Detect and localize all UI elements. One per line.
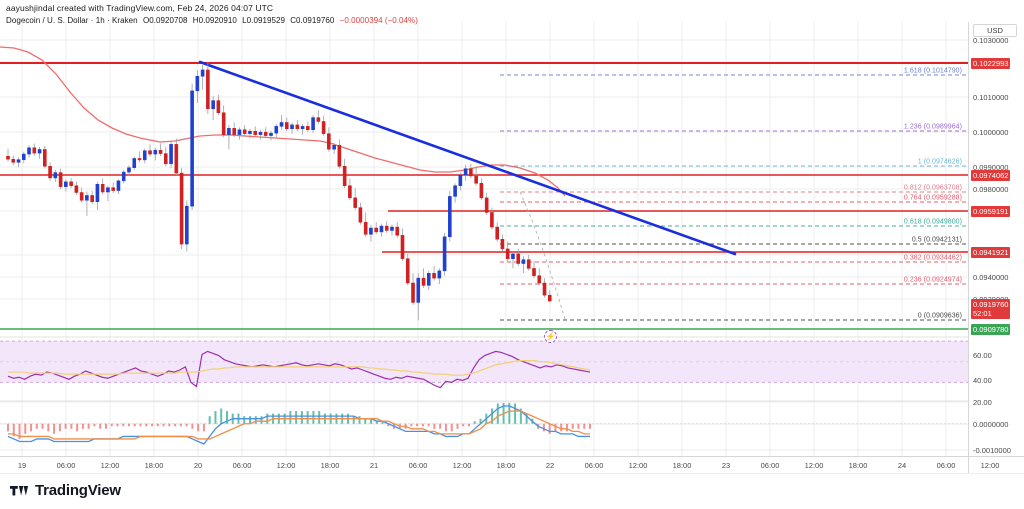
price-badge[interactable]: 0.0909780 — [971, 324, 1011, 335]
price-tick-label: 0.0000000 — [973, 420, 1009, 429]
price-badge-value: 0.0959191 — [973, 207, 1009, 216]
price-badge-value: 0.0909780 — [973, 325, 1009, 334]
price-pane[interactable] — [0, 22, 968, 337]
time-tick-label: 18:00 — [144, 461, 164, 470]
time-tick-label: 12:00 — [100, 461, 120, 470]
time-tick-label: 18:00 — [320, 461, 340, 470]
time-tick-label: 06:00 — [760, 461, 780, 470]
price-badge[interactable]: 0.0941921 — [971, 247, 1011, 258]
fib-level-label: 0.812 (0.0963708) — [903, 184, 962, 192]
legend-close: C0.0919760 — [290, 16, 335, 25]
chart-plot-area[interactable]: 1.618 (0.1014790) 1.236 (0.0989964) 1 (0.0… — [0, 22, 968, 456]
time-tick-label: 12:00 — [980, 461, 1000, 470]
time-tick-label: 06:00 — [936, 461, 956, 470]
price-badge[interactable]: 0.0959191 — [971, 206, 1011, 217]
price-tick-label: 0.0940000 — [973, 273, 1009, 282]
time-tick-label: 18:00 — [496, 461, 516, 470]
legend-symbol[interactable]: Dogecoin / U. S. Dollar · 1h · Kraken — [6, 16, 138, 25]
price-tick-label: 0.0990000 — [973, 163, 1009, 172]
fib-level-label: 0 (0.0909636) — [917, 312, 962, 320]
tradingview-mark-icon — [10, 485, 29, 495]
time-tick-label: 06:00 — [232, 461, 252, 470]
currency-label: USD — [973, 24, 1017, 37]
price-tick-label: -0.0010000 — [973, 446, 1011, 455]
time-tick-label: 22 — [545, 461, 555, 470]
fib-level-label: 0.5 (0.0942131) — [911, 236, 962, 244]
time-tick-label: 12:00 — [276, 461, 296, 470]
time-tick-label: 18:00 — [672, 461, 692, 470]
legend-open: O0.0920708 — [142, 16, 188, 25]
axis-separator — [968, 457, 969, 474]
price-tick-label: 0.0980000 — [973, 185, 1009, 194]
time-tick-label: 12:00 — [804, 461, 824, 470]
price-badge[interactable]: 0.0974062 — [971, 170, 1011, 181]
lightning-bolt-icon[interactable]: ⚡ — [544, 330, 557, 343]
time-tick-label: 06:00 — [56, 461, 76, 470]
time-tick-label: 20 — [193, 461, 203, 470]
price-badge-value: 0.0941921 — [973, 248, 1009, 257]
fib-level-label: 0.236 (0.0924974) — [903, 276, 962, 284]
price-badge-value: 0.1022993 — [973, 59, 1009, 68]
time-tick-label: 06:00 — [408, 461, 428, 470]
price-tick-label: 0.1030000 — [973, 36, 1009, 45]
fib-level-label: 1.236 (0.0989964) — [903, 123, 962, 131]
macd-pane[interactable] — [0, 403, 968, 456]
price-tick-label: 20.00 — [973, 398, 992, 407]
price-tick-label: 0.1010000 — [973, 93, 1009, 102]
tradingview-wordmark: TradingView — [35, 482, 121, 499]
price-tick-label: 0.1000000 — [973, 128, 1009, 137]
fib-level-label: 0.618 (0.0949800) — [903, 218, 962, 226]
fib-level-label: 0.764 (0.0959288) — [903, 194, 962, 202]
legend-change: −0.0000394 (−0.04%) — [339, 16, 418, 25]
chart-legend: Dogecoin / U. S. Dollar · 1h · Kraken O0… — [6, 16, 418, 25]
fib-level-label: 1 (0.0974626) — [917, 158, 962, 166]
time-axis[interactable]: 19 06:00 12:00 18:00 20 06:00 12:00 18:00 21 06:0… — [0, 456, 1024, 474]
time-tick-label: 24 — [897, 461, 907, 470]
price-badge[interactable]: 0.0919760 52:01 — [971, 299, 1011, 319]
price-tick-label: 40.00 — [973, 376, 992, 385]
tradingview-logo: TradingView — [10, 482, 121, 499]
price-tick-label: 60.00 — [973, 351, 992, 360]
fib-level-label: 1.618 (0.1014790) — [903, 67, 962, 75]
time-tick-label: 19 — [17, 461, 27, 470]
time-tick-label: 12:00 — [628, 461, 648, 470]
legend-high: H0.0920910 — [192, 16, 237, 25]
time-tick-label: 12:00 — [452, 461, 472, 470]
fib-level-label: 0.382 (0.0934462) — [903, 254, 962, 262]
time-tick-label: 06:00 — [584, 461, 604, 470]
price-axis[interactable]: USD 0.10300000.10200000.10100000.1000000… — [968, 22, 1024, 456]
grid-layer — [0, 22, 968, 456]
price-badge-value: 0.0919760 — [973, 300, 1009, 309]
time-tick-label: 21 — [369, 461, 379, 470]
rsi-pane[interactable] — [0, 339, 968, 401]
legend-low: L0.0919529 — [242, 16, 285, 25]
price-badge-value: 0.0974062 — [973, 171, 1009, 180]
price-badge[interactable]: 0.1022993 — [971, 58, 1011, 69]
attribution-text: aayushjindal created with TradingView.co… — [6, 3, 274, 13]
price-badge-countdown: 52:01 — [973, 309, 992, 318]
time-tick-label: 18:00 — [848, 461, 868, 470]
footer: TradingView — [0, 473, 1024, 509]
time-tick-label: 23 — [721, 461, 731, 470]
